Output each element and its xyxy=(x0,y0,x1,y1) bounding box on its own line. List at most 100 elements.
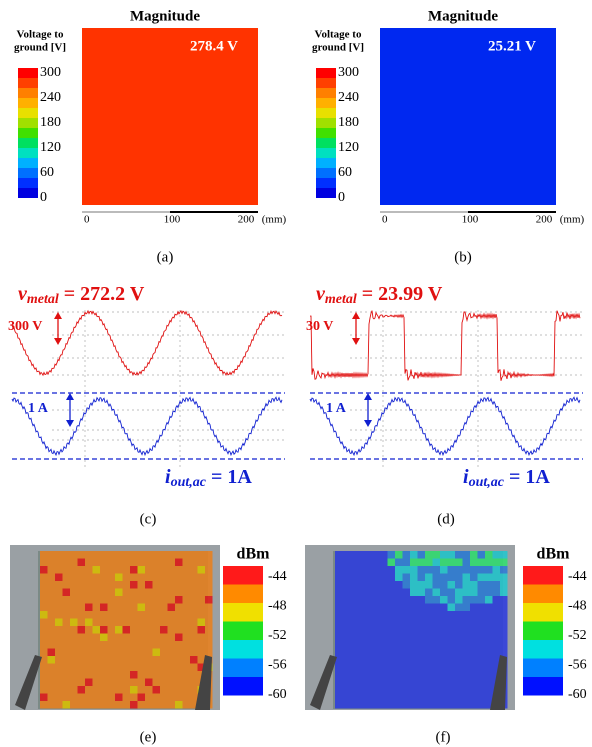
heat-cell xyxy=(40,626,48,634)
arrowhead xyxy=(352,312,360,345)
heat-cell xyxy=(55,686,63,694)
heat-cell xyxy=(440,648,448,656)
heat-cell xyxy=(425,626,433,634)
heat-cell xyxy=(357,566,365,574)
heat-cell xyxy=(350,693,358,701)
heat-cell xyxy=(115,603,123,611)
heat-cell xyxy=(197,581,205,589)
panel-label: (f) xyxy=(436,729,451,745)
heat-cell xyxy=(387,611,395,619)
heat-cell xyxy=(470,618,478,626)
heat-cell xyxy=(130,633,138,641)
heat-cell xyxy=(485,618,493,626)
heat-cell xyxy=(122,663,130,671)
heat-cell xyxy=(182,641,190,649)
heat-cell xyxy=(85,588,93,596)
heat-cell xyxy=(40,686,48,694)
heat-cell xyxy=(455,603,463,611)
heat-cell xyxy=(462,656,470,664)
heat-cell xyxy=(205,611,213,619)
heat-cell xyxy=(447,671,455,679)
heat-cell xyxy=(137,671,145,679)
heat-cell xyxy=(92,611,100,619)
heat-cell xyxy=(365,626,373,634)
heat-cell xyxy=(387,566,395,574)
symbol: v xyxy=(316,283,326,305)
heat-cell xyxy=(492,618,500,626)
heat-cell xyxy=(122,588,130,596)
heat-cell xyxy=(145,663,153,671)
heat-cell xyxy=(55,603,63,611)
heat-cell xyxy=(145,641,153,649)
heat-cell xyxy=(372,648,380,656)
colorbar-band xyxy=(316,138,336,148)
heat-cell xyxy=(100,678,108,686)
heat-cell xyxy=(182,678,190,686)
heat-cell xyxy=(410,603,418,611)
heat-cell xyxy=(485,596,493,604)
heat-cell xyxy=(115,611,123,619)
heat-cell xyxy=(417,633,425,641)
heat-cell xyxy=(77,558,85,566)
heat-cell xyxy=(365,678,373,686)
heat-cell xyxy=(197,611,205,619)
heat-cell xyxy=(70,693,78,701)
heat-cell xyxy=(387,603,395,611)
heat-cell xyxy=(160,671,168,679)
heat-cell xyxy=(70,611,78,619)
heat-cell xyxy=(500,566,508,574)
heat-cell xyxy=(47,551,55,559)
heat-cell xyxy=(365,671,373,679)
heat-cell xyxy=(70,603,78,611)
heat-cell xyxy=(167,671,175,679)
heat-cell xyxy=(485,641,493,649)
heat-cell xyxy=(175,693,183,701)
current-waveform xyxy=(309,396,581,457)
heat-cell xyxy=(62,573,70,581)
heat-cell xyxy=(485,663,493,671)
heat-cell xyxy=(447,581,455,589)
heat-cell xyxy=(410,588,418,596)
subscript: out,ac xyxy=(171,475,207,490)
heat-cell xyxy=(425,648,433,656)
heat-cell xyxy=(485,648,493,656)
heat-cell xyxy=(447,678,455,686)
colorbar-band xyxy=(223,658,263,677)
heat-cell xyxy=(387,618,395,626)
heat-cell xyxy=(115,663,123,671)
colorbar-band xyxy=(316,158,336,168)
heat-cell xyxy=(197,648,205,656)
heat-cell xyxy=(380,663,388,671)
heat-cell xyxy=(40,693,48,701)
heat-cell xyxy=(387,596,395,604)
heat-cell xyxy=(342,633,350,641)
heat-cell xyxy=(77,693,85,701)
heat-cell xyxy=(485,573,493,581)
heat-cell xyxy=(485,671,493,679)
colorbar-tick: -44 xyxy=(268,569,287,584)
heat-cell xyxy=(357,686,365,694)
colorbar-tick: 60 xyxy=(338,165,352,180)
heat-cell xyxy=(145,581,153,589)
heat-cell xyxy=(160,693,168,701)
heat-cell xyxy=(190,603,198,611)
colorbar-band xyxy=(316,118,336,128)
heat-cell xyxy=(77,656,85,664)
heat-cell xyxy=(175,566,183,574)
heat-cell xyxy=(380,566,388,574)
heat-cell xyxy=(455,588,463,596)
heat-cell xyxy=(182,603,190,611)
heat-cell xyxy=(92,626,100,634)
heat-cell xyxy=(470,566,478,574)
heat-cell xyxy=(85,551,93,559)
colorbar-band xyxy=(316,78,336,88)
heat-cell xyxy=(485,588,493,596)
colorbar-unit: dBm xyxy=(237,546,271,563)
heat-cell xyxy=(107,611,115,619)
heat-cell xyxy=(197,551,205,559)
heat-cell xyxy=(357,693,365,701)
heat-cell xyxy=(107,701,115,709)
heat-cell xyxy=(477,581,485,589)
heat-cell xyxy=(85,641,93,649)
heat-cell xyxy=(197,641,205,649)
